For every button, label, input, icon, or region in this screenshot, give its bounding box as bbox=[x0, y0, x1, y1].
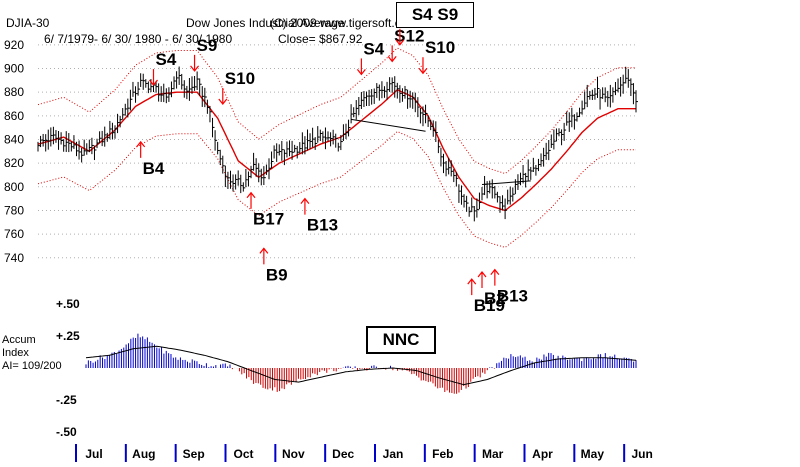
signal-arrowhead bbox=[190, 65, 200, 72]
signal-label: S4 bbox=[363, 39, 384, 58]
y-tick-label: 820 bbox=[4, 156, 24, 170]
signal-label: B13 bbox=[497, 287, 528, 306]
month-label: Feb bbox=[432, 447, 453, 461]
month-label: Jul bbox=[85, 447, 102, 461]
accum-tick-label: -.25 bbox=[56, 393, 77, 407]
accum-tick-label: +.50 bbox=[56, 297, 80, 311]
signal-arrowhead bbox=[149, 79, 158, 87]
signal-label: B19 bbox=[474, 296, 505, 315]
signal-arrowhead bbox=[418, 67, 428, 75]
month-label: Aug bbox=[132, 447, 155, 461]
signal-label: B13 bbox=[307, 216, 338, 235]
copyright-text: (C) 2009 www.tigersoft.com bbox=[270, 16, 418, 30]
signal-label: S10 bbox=[225, 69, 255, 88]
month-label: Jun bbox=[631, 447, 652, 461]
month-label: Sep bbox=[183, 447, 205, 461]
y-tick-label: 780 bbox=[4, 203, 24, 217]
signal-arrowhead bbox=[246, 191, 256, 199]
accum-ma-line bbox=[85, 345, 637, 386]
y-tick-label: 880 bbox=[4, 85, 24, 99]
month-label: Dec bbox=[332, 447, 354, 461]
y-tick-label: 920 bbox=[4, 38, 24, 52]
signal-label: S9 bbox=[197, 36, 218, 55]
signal-arrowhead bbox=[387, 56, 397, 63]
signal-label: S10 bbox=[425, 38, 455, 57]
y-tick-label: 860 bbox=[4, 109, 24, 123]
month-label: Nov bbox=[282, 447, 305, 461]
month-label: Mar bbox=[482, 447, 504, 461]
month-label: Apr bbox=[532, 447, 553, 461]
signal-arrowhead bbox=[395, 39, 405, 46]
y-tick-label: 900 bbox=[4, 61, 24, 75]
price-bars bbox=[37, 66, 638, 222]
ai-value: AI= 109/200 bbox=[2, 360, 62, 372]
lower-band bbox=[37, 130, 636, 248]
signal-arrowhead bbox=[136, 140, 146, 148]
close-price: Close= $867.92 bbox=[278, 32, 363, 46]
month-label: Jan bbox=[383, 447, 404, 461]
signal-label: B9 bbox=[266, 265, 288, 284]
signal-label: B17 bbox=[253, 210, 284, 229]
signal-label: S12 bbox=[394, 26, 424, 45]
signal-arrowhead bbox=[259, 247, 269, 254]
ticker-label: DJIA-30 bbox=[6, 16, 50, 30]
nnc-box: NNC bbox=[366, 326, 436, 354]
accum-label: Accum bbox=[2, 334, 36, 346]
signal-box: S4 S9 bbox=[396, 2, 474, 28]
trendline bbox=[351, 118, 426, 132]
month-label: Oct bbox=[233, 447, 253, 461]
signal-arrowhead bbox=[467, 278, 477, 285]
signal-arrowhead bbox=[477, 271, 487, 278]
month-label: May bbox=[581, 447, 605, 461]
signal-arrowhead bbox=[356, 69, 366, 76]
accum-tick-label: -.50 bbox=[56, 425, 77, 439]
y-tick-label: 840 bbox=[4, 132, 24, 146]
signal-label: B2 bbox=[484, 289, 506, 308]
signal-arrowhead bbox=[490, 268, 500, 276]
y-tick-label: 740 bbox=[4, 251, 24, 265]
signal-arrowhead bbox=[300, 197, 310, 205]
index-label: Index bbox=[2, 347, 29, 359]
date-range: 6/ 7/1979- 6/ 30/ 1980 - 6/ 30/ 1980 bbox=[44, 32, 233, 46]
y-tick-label: 800 bbox=[4, 180, 24, 194]
accum-bars bbox=[85, 333, 637, 394]
y-tick-label: 760 bbox=[4, 227, 24, 241]
signal-label: B4 bbox=[143, 159, 165, 178]
signal-label: S4 bbox=[155, 50, 176, 69]
signal-arrowhead bbox=[218, 98, 228, 105]
index-name: Dow Jones Industrial Average bbox=[186, 16, 345, 30]
accum-tick-label: +.25 bbox=[56, 329, 80, 343]
trendline bbox=[481, 180, 531, 185]
